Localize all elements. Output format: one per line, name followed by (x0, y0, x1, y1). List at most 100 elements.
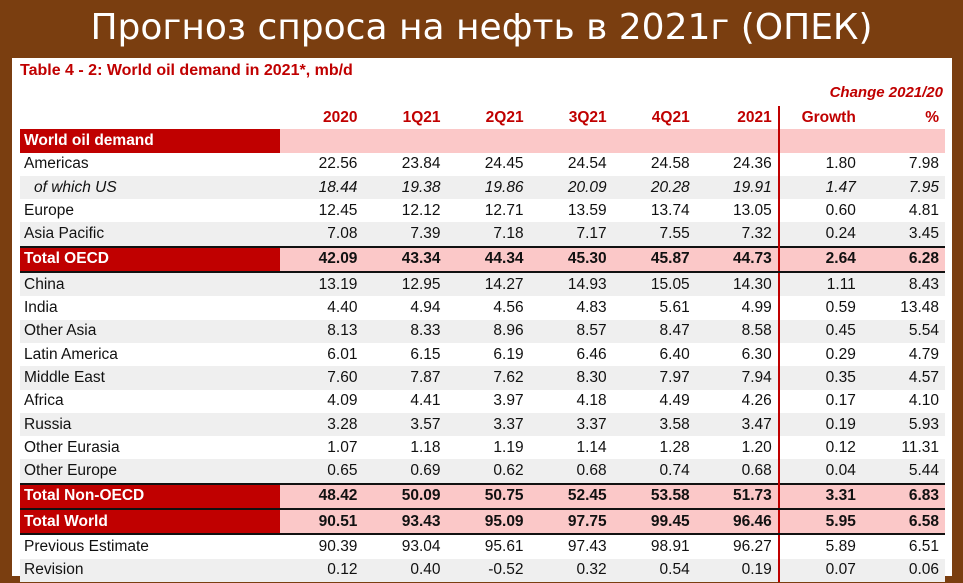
table-row: India 4.40 4.94 4.56 4.83 5.61 4.99 0.59 13.48 (20, 296, 945, 320)
table-cell: 13.59 (567, 201, 607, 219)
table-cell: 3.31 (777, 482, 862, 511)
table-cell: 7.32 (695, 222, 779, 247)
table-cell: 19.86 (446, 175, 530, 200)
table-row: Latin America 6.01 6.15 6.19 6.46 6.40 6.30 0.2… (20, 342, 945, 367)
table-cell: 8.47 (612, 319, 696, 343)
row-label: India (24, 299, 58, 317)
table-cell: 0.06 (861, 558, 945, 582)
table-cell: 7.39 (363, 222, 447, 247)
section-fill-cell (446, 129, 530, 153)
table-cell: 95.61 (484, 537, 524, 555)
table-row: Asia Pacific 7.08 7.39 7.18 7.17 7.55 7.32 0.24… (20, 222, 945, 247)
table-cell: 44.34 (446, 245, 530, 274)
table-cell: 7.95 (861, 175, 945, 200)
table-row: China 13.19 12.95 14.27 14.93 15.05 14.30 1.11 8… (20, 272, 945, 297)
row-label: Latin America (24, 345, 118, 363)
table-cell: 4.49 (659, 392, 690, 410)
table-cell: 0.19 (695, 558, 779, 582)
table-cell: 0.12 (280, 558, 364, 582)
banner-title: Прогноз спроса на нефть в 2021г (ОПЕК) (90, 7, 873, 48)
column-header: 2021 (737, 108, 772, 126)
table-cell: 52.45 (529, 482, 613, 511)
table-cell: 12.12 (401, 201, 441, 219)
section-fill-cell (861, 129, 945, 153)
table-row: Other Europe 0.65 0.69 0.62 0.68 0.74 0.68 0.04… (20, 459, 945, 484)
table-row: Americas 22.56 23.84 24.45 24.54 24.58 24.36 1.… (20, 152, 945, 176)
table-cell: 22.56 (318, 155, 358, 173)
table-cell: 7.97 (612, 366, 696, 390)
table-cell: 98.91 (650, 537, 690, 555)
table-cell: 12.71 (484, 201, 524, 219)
table-cell: 50.09 (363, 482, 447, 511)
table-cell: 6.01 (327, 345, 358, 363)
table-cell: 4.79 (908, 345, 939, 363)
table-cell: 13.19 (280, 272, 364, 297)
table-cell: 6.15 (410, 345, 441, 363)
table-cell: 11.31 (901, 438, 939, 456)
table-cell: 7.98 (908, 155, 939, 173)
table-cell: 15.05 (612, 272, 696, 297)
table-cell: 50.75 (446, 482, 530, 511)
table-cell: 13.74 (650, 201, 690, 219)
table-cell: 14.27 (446, 272, 530, 297)
table-cell: 6.83 (861, 482, 945, 511)
table-cell: 0.19 (777, 412, 862, 437)
table-cell: 96.27 (732, 537, 772, 555)
table-cell: 3.57 (363, 412, 447, 437)
table-cell: 4.41 (410, 392, 441, 410)
section-fill-cell (612, 129, 696, 153)
column-header: % (925, 108, 939, 126)
total-row: Total World 90.51 93.43 95.09 97.75 99.45 96.4… (20, 508, 945, 536)
table-cell: 3.97 (493, 392, 524, 410)
table-cell: 0.40 (363, 558, 447, 582)
table-cell: 0.74 (612, 459, 696, 484)
table-row: Revision 0.12 0.40 -0.52 0.32 0.54 0.19 0.07 0.0… (20, 558, 945, 582)
table-cell: 5.54 (861, 319, 945, 343)
table-cell: 0.12 (777, 436, 862, 460)
table-cell: 5.93 (861, 412, 945, 437)
table-cell: 1.18 (410, 438, 441, 456)
table-cell: 13.48 (900, 299, 939, 317)
table-cell: 8.58 (695, 319, 779, 343)
table-cell: 43.34 (363, 245, 447, 274)
table-cell: 1.80 (777, 152, 862, 176)
table-cell: 4.94 (410, 299, 441, 317)
table-cell: 45.30 (529, 245, 613, 274)
row-label: Asia Pacific (20, 222, 281, 247)
column-header: Growth (777, 106, 862, 130)
table-cell: 4.09 (327, 392, 358, 410)
table-cell: 0.68 (695, 459, 779, 484)
table-cell: 95.09 (446, 508, 530, 536)
total-row: Total OECD 42.09 43.34 44.34 45.30 45.87 44.73… (20, 245, 945, 274)
table-cell: 18.44 (280, 175, 364, 200)
row-label: Total OECD (20, 245, 281, 274)
row-label: Russia (20, 412, 281, 437)
table-cell: 19.91 (695, 175, 779, 200)
table-cell: 4.18 (576, 392, 607, 410)
table-cell: 8.43 (861, 272, 945, 297)
table-cell: 0.04 (777, 459, 862, 484)
table-cell: 45.87 (612, 245, 696, 274)
section-fill-cell (695, 129, 779, 153)
table-cell: 6.28 (861, 245, 945, 274)
table-cell: 24.54 (567, 155, 607, 173)
table-cell: 4.56 (493, 299, 524, 317)
table-cell: 0.59 (777, 296, 862, 320)
table-cell: 97.43 (567, 537, 607, 555)
table-cell: 24.45 (484, 155, 524, 173)
table-cell: 0.60 (777, 199, 862, 223)
table-cell: 1.20 (741, 438, 772, 456)
table-row: Middle East 7.60 7.87 7.62 8.30 7.97 7.94 0.35 4… (20, 366, 945, 390)
table-cell: 90.39 (318, 537, 358, 555)
table-cell: 3.45 (861, 222, 945, 247)
table-body: 2020 1Q21 2Q21 3Q21 4Q21 2021 Growth% World oil… (20, 106, 945, 582)
section-fill-cell (777, 129, 862, 153)
table-cell: 5.44 (861, 459, 945, 484)
row-label: Africa (24, 392, 64, 410)
table-row: Other Eurasia 1.07 1.18 1.19 1.14 1.28 1.20 0.1… (20, 436, 945, 460)
header-row: 2020 1Q21 2Q21 3Q21 4Q21 2021 Growth% (20, 106, 945, 130)
table-cell: 0.45 (777, 319, 862, 343)
table-cell: 97.75 (529, 508, 613, 536)
table-cell: 20.28 (612, 175, 696, 200)
table-cell: 1.47 (777, 175, 862, 200)
